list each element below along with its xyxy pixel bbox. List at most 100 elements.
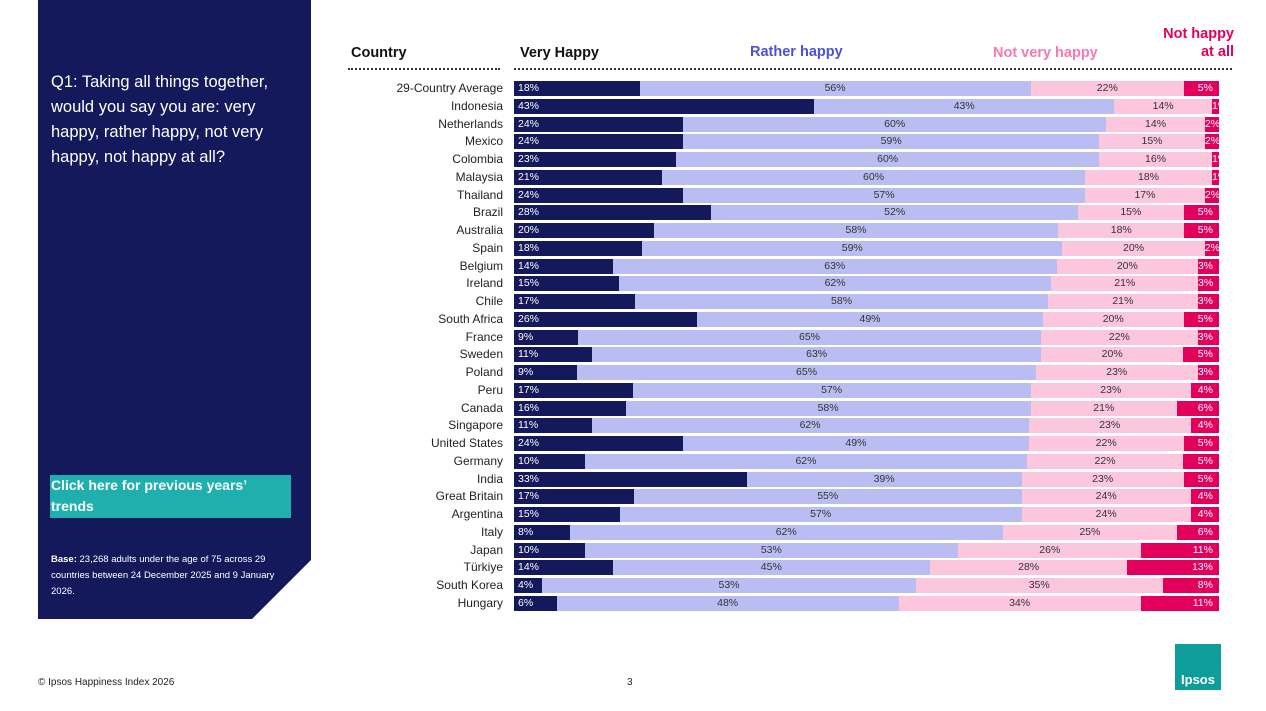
bar-segment-rather-happy: 57%	[619, 507, 1022, 522]
data-label: 18%	[518, 241, 540, 254]
bar-segment-rather-happy: 49%	[697, 311, 1043, 327]
bar-segment-not-very-happy: 22%	[1028, 436, 1184, 451]
data-label: 22%	[1108, 330, 1130, 343]
bar-segment-not-very-happy: 14%	[1114, 98, 1212, 114]
data-label: 2%	[1204, 188, 1221, 201]
data-label: 9%	[518, 366, 534, 378]
chart-row: Australia 20% 58% 18% 5%	[348, 222, 1228, 238]
data-label: 33%	[518, 472, 540, 485]
bar-segment-not-happy-at-all: 1%	[1211, 169, 1227, 185]
bar-segment-not-very-happy: 24%	[1021, 507, 1191, 522]
bar-segment-not-happy-at-all: 4%	[1191, 382, 1219, 398]
bar-segment-not-very-happy: 20%	[1062, 240, 1205, 256]
data-label: 11%	[1192, 596, 1213, 609]
data-label: 23%	[1100, 383, 1122, 396]
ipsos-logo: Ipsos	[1175, 644, 1221, 690]
data-label: 4%	[1197, 419, 1213, 432]
stacked-bar: 24% 60% 14% 2%	[514, 116, 1220, 132]
chart-row: Poland 9% 65% 23% 3%	[348, 364, 1228, 380]
data-label: 15%	[1120, 206, 1142, 219]
base-note: Base: 23,268 adults under the age of 75 …	[51, 552, 296, 600]
chart-row: Brazil 28% 52% 15% 5%	[348, 204, 1228, 221]
data-label: 57%	[810, 508, 832, 520]
bar-segment-very-happy: 43%	[514, 98, 815, 114]
previous-trends-link[interactable]: Click here for previous years’ trends	[50, 475, 291, 518]
data-label: 45%	[760, 561, 782, 574]
category-label: Thailand	[456, 187, 503, 202]
data-label: 62%	[799, 419, 821, 432]
category-label: Spain	[472, 240, 503, 255]
bar-segment-not-very-happy: 25%	[1002, 524, 1178, 540]
bar-segment-not-very-happy: 21%	[1030, 400, 1178, 416]
bar-segment-not-very-happy: 16%	[1099, 152, 1212, 167]
category-label: Peru	[477, 382, 503, 397]
category-label: Netherlands	[438, 116, 503, 131]
data-label: 23%	[1099, 419, 1121, 432]
stacked-bar: 18% 56% 22% 5%	[514, 81, 1219, 96]
data-label: 16%	[518, 401, 540, 414]
stacked-bar: 16% 58% 21% 6%	[514, 400, 1219, 416]
stacked-bar: 10% 53% 26% 11%	[514, 542, 1219, 558]
data-label: 65%	[796, 366, 818, 378]
data-label: 60%	[863, 170, 885, 183]
category-label: Mexico	[464, 134, 503, 149]
data-label: 6%	[518, 596, 534, 609]
data-label: 15%	[1141, 135, 1163, 148]
bar-segment-not-very-happy: 23%	[1021, 471, 1184, 487]
data-label: 17%	[518, 295, 540, 307]
bar-segment-not-very-happy: 34%	[898, 595, 1141, 611]
data-label: 4%	[1197, 383, 1213, 396]
data-label: 3%	[1197, 259, 1214, 272]
data-label: 39%	[873, 472, 895, 485]
data-label: 13%	[1191, 561, 1213, 574]
bar-segment-very-happy: 17%	[514, 294, 636, 309]
bar-segment-rather-happy: 53%	[542, 578, 916, 593]
category-label: Colombia	[452, 152, 503, 166]
bar-segment-very-happy: 15%	[514, 507, 620, 522]
bar-segment-very-happy: 21%	[514, 169, 663, 185]
stacked-bar: 4% 53% 35% 8%	[514, 578, 1219, 593]
data-label: 57%	[873, 188, 895, 201]
chart-row: 29-Country Average 18% 56% 22% 5%	[348, 80, 1228, 96]
data-label: 4%	[1197, 508, 1213, 520]
data-label: 3%	[1197, 366, 1214, 378]
header-not-happy-line1: Not happy	[1163, 26, 1234, 42]
data-label: 17%	[518, 383, 540, 396]
data-label: 3%	[1198, 277, 1214, 290]
data-label: 24%	[518, 117, 540, 130]
bar-segment-not-very-happy: 15%	[1099, 134, 1205, 150]
bar-segment-not-very-happy: 22%	[1030, 81, 1185, 96]
question-text: Q1: Taking all things together, would yo…	[51, 73, 269, 166]
stacked-bar: 15% 62% 21% 3%	[514, 276, 1219, 292]
category-label: Japan	[470, 542, 503, 557]
category-label: Singapore	[448, 418, 503, 433]
category-label: South Korea	[436, 578, 503, 592]
chart-row: United States 24% 49% 22% 5%	[348, 435, 1228, 451]
data-label: 6%	[1197, 525, 1213, 538]
data-label: 3%	[1197, 330, 1213, 343]
bar-segment-not-very-happy: 20%	[1040, 347, 1184, 363]
chart-row: Ireland 15% 62% 21% 3%	[348, 275, 1228, 292]
bar-segment-very-happy: 26%	[514, 311, 698, 327]
data-label: 15%	[518, 277, 540, 290]
bar-segment-not-happy-at-all: 3%	[1197, 258, 1219, 274]
stacked-bar: 9% 65% 22% 3%	[514, 329, 1219, 345]
bar-segment-not-happy-at-all: 3%	[1197, 294, 1219, 309]
category-label: 29-Country Average	[396, 81, 503, 95]
bar-segment-very-happy: 28%	[514, 205, 712, 221]
bar-segment-rather-happy: 63%	[612, 258, 1057, 274]
bar-segment-very-happy: 16%	[514, 400, 626, 416]
category-label: Germany	[453, 453, 503, 468]
data-label: 20%	[1102, 312, 1124, 325]
bar-segment-not-very-happy: 18%	[1058, 223, 1185, 238]
stacked-bar: 18% 59% 20% 2%	[514, 240, 1220, 256]
data-label: 2%	[1204, 135, 1221, 148]
data-label: 21%	[1093, 401, 1115, 414]
bar-segment-very-happy: 8%	[514, 524, 570, 540]
category-label: Ireland	[466, 276, 503, 291]
header-rather-happy: Rather happy	[750, 44, 843, 60]
bar-segment-very-happy: 18%	[514, 240, 643, 256]
data-label: 49%	[859, 312, 881, 325]
bar-segment-very-happy: 20%	[514, 223, 654, 238]
chart-row: Canada 16% 58% 21% 6%	[348, 400, 1228, 416]
